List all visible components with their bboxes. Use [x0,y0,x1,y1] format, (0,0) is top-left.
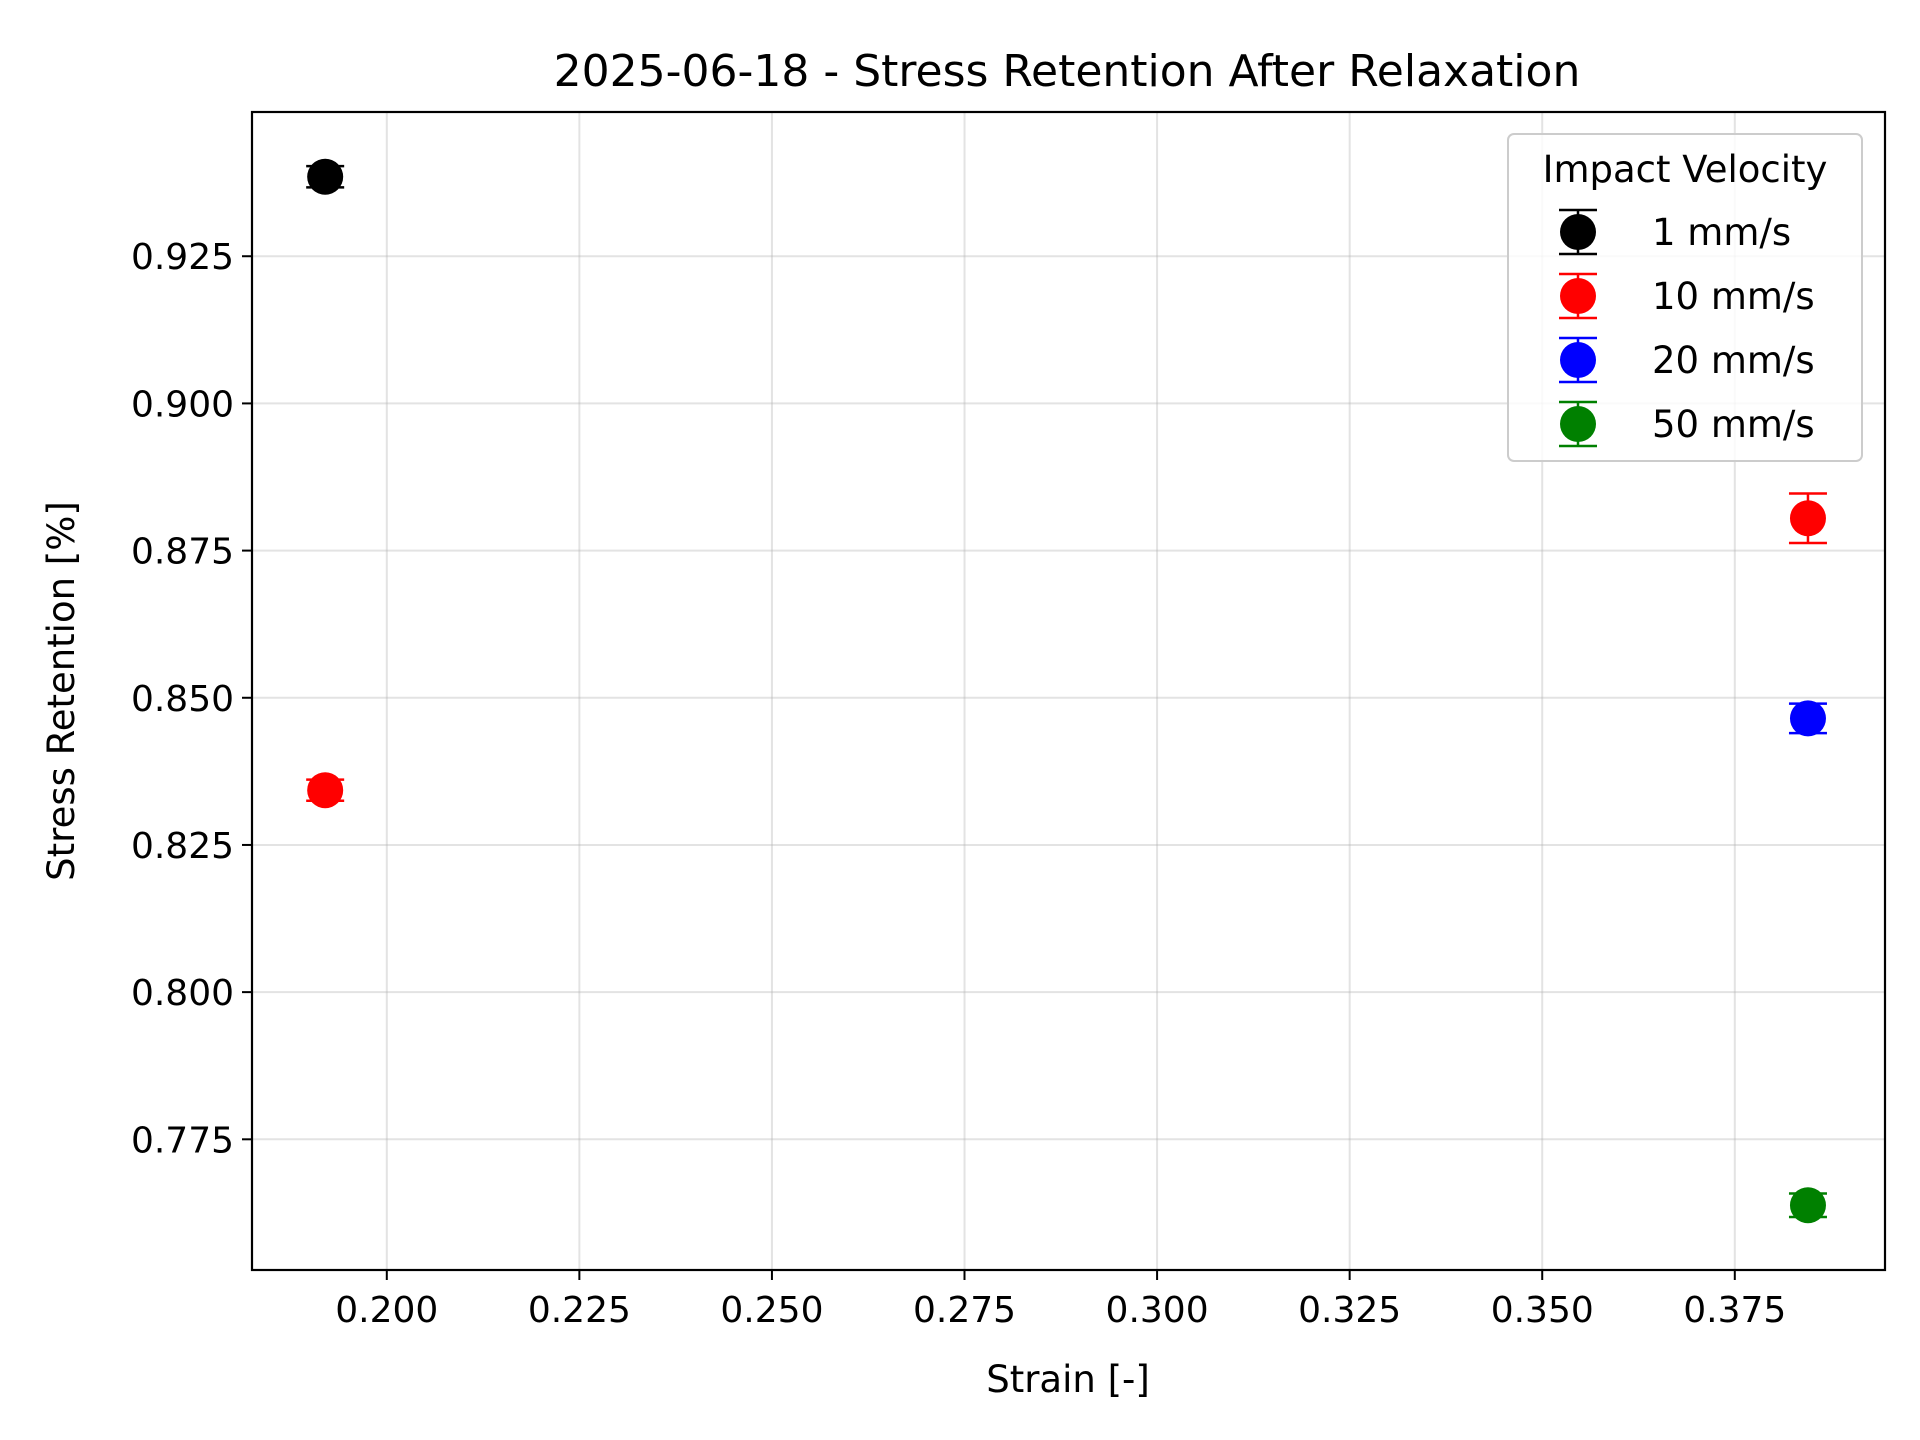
data-point [307,158,344,195]
x-tick-label: 0.350 [1491,1290,1594,1331]
chart-title: 2025-06-18 - Stress Retention After Rela… [554,46,1581,97]
data-point [307,772,344,809]
legend-marker [1560,214,1596,250]
x-tick-label: 0.250 [720,1290,823,1331]
legend-label: 10 mm/s [1652,275,1815,318]
y-tick-label: 0.925 [131,237,234,278]
data-points [306,158,1827,1224]
x-tick-label: 0.325 [1298,1290,1401,1331]
legend-marker [1560,342,1596,378]
legend-title: Impact Velocity [1543,148,1828,191]
legend: Impact Velocity 1 mm/s 10 mm/s 20 mm/s 50 m… [1507,133,1863,462]
legend-entries: 1 mm/s 10 mm/s 20 mm/s 50 mm/s [1559,208,1815,448]
x-axis-label: Strain [-] [986,1358,1150,1401]
plot-frame [250,110,1887,1272]
data-point [1789,500,1826,537]
y-tick-label: 0.775 [131,1120,234,1161]
y-tick-label: 0.825 [131,826,234,867]
y-tick-label: 0.850 [131,679,234,720]
legend-box [1507,133,1863,462]
legend-label: 1 mm/s [1652,211,1791,254]
y-axis-ticks: 0.775 0.800 0.825 0.850 0.875 0.900 0.925 [131,237,252,1161]
x-tick-label: 0.300 [1106,1290,1209,1331]
legend-marker [1560,278,1596,314]
y-tick-label: 0.900 [131,384,234,425]
data-point [1789,1187,1826,1224]
legend-marker [1560,406,1596,442]
legend-label: 20 mm/s [1652,339,1815,382]
y-tick-label: 0.800 [131,973,234,1014]
x-axis-ticks: 0.200 0.225 0.250 0.275 0.300 0.325 0.350 0.375 [335,1270,1786,1331]
legend-label: 50 mm/s [1652,403,1815,446]
y-tick-label: 0.875 [131,532,234,573]
y-axis-label: Stress Retention [%] [40,501,83,881]
x-tick-label: 0.375 [1683,1290,1786,1331]
x-tick-label: 0.225 [528,1290,631,1331]
data-point [1789,700,1826,737]
x-tick-label: 0.275 [913,1290,1016,1331]
x-tick-label: 0.200 [335,1290,438,1331]
